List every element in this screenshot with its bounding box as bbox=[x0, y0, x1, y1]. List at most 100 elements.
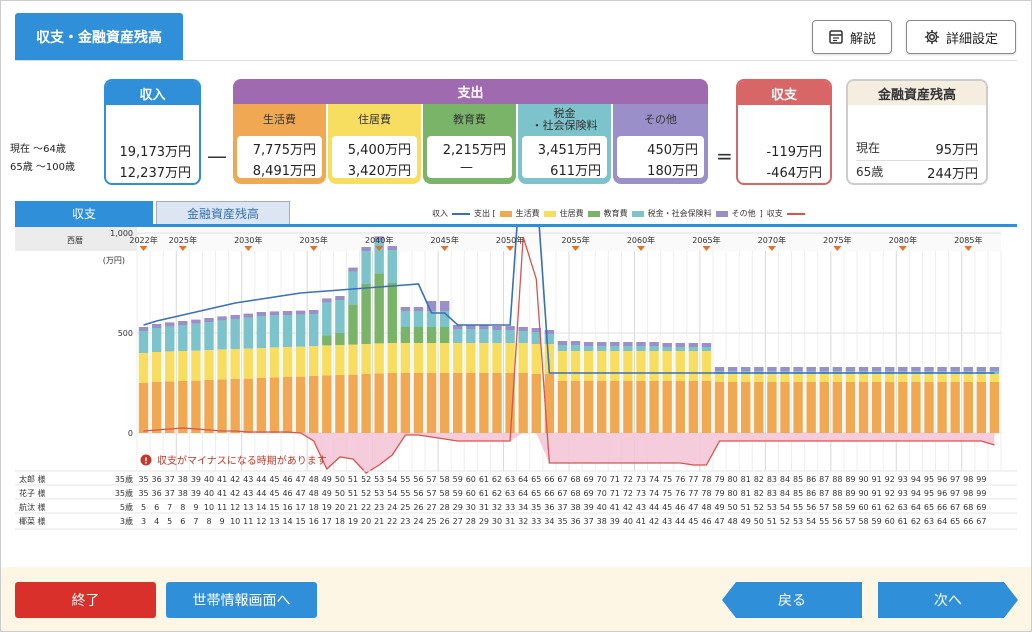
age-cell: 62 bbox=[885, 503, 895, 512]
age-cell: 50 bbox=[754, 517, 764, 526]
bar-3 bbox=[400, 311, 411, 327]
legend-income-label: 収入 bbox=[432, 209, 448, 218]
age-cell: 60 bbox=[858, 503, 868, 512]
bar-4 bbox=[963, 367, 973, 371]
year-marker bbox=[571, 246, 580, 251]
bar-0 bbox=[832, 382, 843, 433]
bar-1 bbox=[911, 374, 921, 382]
bar-0 bbox=[649, 381, 659, 433]
end-button[interactable]: 終了 bbox=[15, 582, 156, 618]
age-cell: 41 bbox=[610, 503, 620, 512]
age-cell: 38 bbox=[570, 503, 580, 512]
assets-label-current: 現在 bbox=[856, 141, 881, 155]
bar-0 bbox=[989, 382, 1000, 433]
row-label-current: 現在 ～64歳 bbox=[10, 144, 66, 155]
age-cell: 24 bbox=[387, 503, 397, 512]
age-cell: 50 bbox=[335, 489, 345, 498]
bar-4 bbox=[806, 367, 816, 371]
bar-4 bbox=[662, 343, 672, 347]
age-cell: 66 bbox=[937, 503, 947, 512]
bar-4 bbox=[767, 367, 777, 371]
age-cell: 91 bbox=[872, 475, 882, 484]
age-cell: 49 bbox=[322, 489, 332, 498]
expense-tax-value-retired: 611万円 bbox=[550, 164, 601, 179]
bar-0 bbox=[426, 373, 437, 433]
age-cell: 46 bbox=[282, 475, 292, 484]
age-cell: 21 bbox=[348, 503, 358, 512]
bar-2 bbox=[387, 283, 397, 343]
age-cell: 69 bbox=[584, 489, 594, 498]
bar-4 bbox=[217, 316, 227, 321]
expense-other-value-current: 450万円 bbox=[647, 143, 698, 158]
bar-4 bbox=[885, 367, 895, 371]
age-cell: 10 bbox=[204, 503, 214, 512]
expense-living-value-retired: 8,491万円 bbox=[252, 164, 316, 179]
bar-0 bbox=[767, 382, 777, 433]
bar-1 bbox=[819, 374, 829, 382]
bar-4 bbox=[138, 327, 149, 331]
tab-balance[interactable]: 収支 bbox=[15, 201, 153, 225]
age-cell: 52 bbox=[754, 503, 764, 512]
age-cell: 66 bbox=[963, 517, 973, 526]
legend-living-swatch bbox=[499, 210, 512, 217]
bar-1 bbox=[714, 374, 725, 382]
age-cell: 69 bbox=[584, 475, 594, 484]
bar-0 bbox=[453, 373, 463, 433]
back-button[interactable]: 戻る bbox=[722, 582, 862, 618]
age-cell: 60 bbox=[885, 517, 895, 526]
header-divider bbox=[15, 60, 1017, 61]
age-cell: 45 bbox=[662, 503, 672, 512]
tab-assets[interactable]: 金融資産残高 bbox=[156, 201, 290, 225]
legend-balance-swatch bbox=[786, 212, 805, 215]
bar-2 bbox=[322, 335, 332, 346]
age-cell: 85 bbox=[793, 489, 803, 498]
age-cell: 12 bbox=[256, 517, 266, 526]
bar-4 bbox=[374, 236, 384, 241]
year-label: 2025年 bbox=[169, 235, 197, 245]
bar-2 bbox=[361, 284, 371, 344]
bar-3 bbox=[256, 316, 267, 348]
year-label: 2075年 bbox=[823, 235, 851, 245]
age-cell: 41 bbox=[217, 475, 227, 484]
bar-3 bbox=[505, 330, 515, 343]
age-cell: 71 bbox=[610, 475, 620, 484]
bar-3 bbox=[675, 347, 685, 351]
age-cell: 38 bbox=[597, 517, 607, 526]
tab-underline bbox=[15, 224, 1017, 227]
bar-1 bbox=[269, 347, 280, 378]
assets-box: 金融資産残高 現在 95万円 65歳 244万円 bbox=[846, 79, 988, 185]
age-cell: 61 bbox=[479, 475, 489, 484]
warning-text: 収支がマイナスになる時期があります bbox=[157, 454, 327, 467]
age-cell: 81 bbox=[741, 489, 751, 498]
bar-1 bbox=[387, 343, 397, 373]
bar-4 bbox=[741, 367, 751, 371]
bar-0 bbox=[531, 374, 541, 433]
age-cell: 20 bbox=[361, 517, 371, 526]
age-cell: 40 bbox=[204, 475, 214, 484]
bar-4 bbox=[309, 310, 319, 314]
next-button[interactable]: 次へ bbox=[878, 582, 1018, 618]
explain-button[interactable]: 解説 bbox=[812, 20, 892, 54]
bar-4 bbox=[387, 246, 397, 250]
bar-0 bbox=[858, 382, 869, 433]
bar-1 bbox=[871, 374, 882, 382]
household-info-button[interactable]: 世帯情報画面へ bbox=[166, 582, 317, 618]
expense-education-label: 教育費 bbox=[453, 113, 486, 126]
y-tick-label: 1,000 bbox=[110, 229, 133, 238]
expense-housing-label: 住居費 bbox=[358, 113, 391, 126]
bar-2 bbox=[335, 333, 345, 345]
settings-button[interactable]: 詳細設定 bbox=[906, 20, 1016, 54]
bar-0 bbox=[400, 373, 411, 433]
age-cell: 55 bbox=[819, 517, 829, 526]
age-cell: 90 bbox=[858, 475, 868, 484]
year-marker bbox=[964, 246, 973, 251]
bar-1 bbox=[505, 343, 515, 373]
age-cell: 36 bbox=[544, 503, 554, 512]
age-cell: 98 bbox=[963, 489, 973, 498]
assets-value-65: 244万円 bbox=[927, 167, 978, 182]
legend-income-swatch bbox=[452, 212, 470, 215]
year-marker bbox=[637, 246, 645, 251]
age-cell: 31 bbox=[479, 503, 489, 512]
bar-0 bbox=[937, 382, 947, 433]
age-cell: 91 bbox=[872, 489, 882, 498]
